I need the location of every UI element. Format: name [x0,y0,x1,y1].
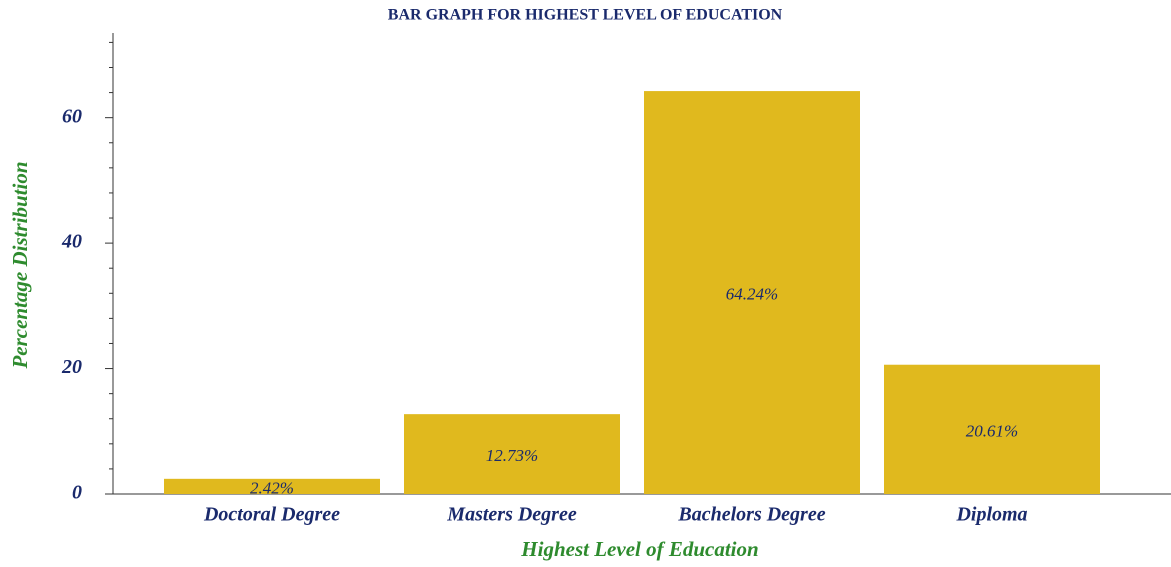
bar [884,364,1100,494]
x-tick-label: Diploma [955,504,1027,526]
x-tick-label: Doctoral Degree [203,504,340,526]
x-tick-label: Bachelors Degree [677,504,825,526]
value-label: 12.73% [486,446,538,465]
x-tick-label: Masters Degree [446,504,577,526]
bar [404,414,620,494]
y-tick-label: 20 [61,356,82,378]
chart-title: BAR GRAPH FOR HIGHEST LEVEL OF EDUCATION [388,7,783,24]
y-axis-label: Percentage Distribution [8,161,32,369]
y-tick-label: 40 [61,231,82,253]
y-tick-label: 60 [62,105,82,127]
x-axis-label: Highest Level of Education [520,537,758,561]
bar [644,91,860,495]
value-label: 20.61% [966,421,1018,440]
y-tick-label: 0 [72,482,82,504]
value-label: 64.24% [726,284,778,303]
bar [164,478,380,494]
value-label: 2.42% [250,478,294,497]
